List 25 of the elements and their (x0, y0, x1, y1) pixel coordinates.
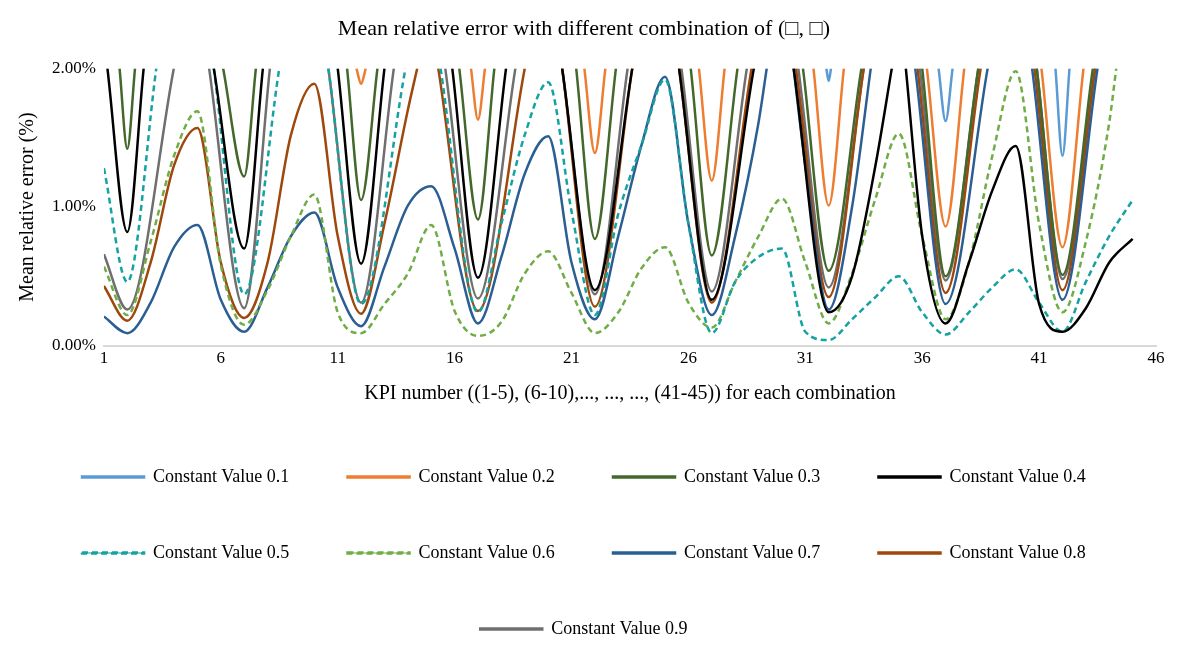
chart-title: Mean relative error with different combination of (□, □) (337, 14, 831, 40)
x-tick-label: 6 (216, 348, 226, 368)
legend-label: Constant Value 0.9 (551, 617, 688, 638)
legend-label: Constant Value 0.4 (949, 465, 1086, 486)
y-tick-label: 2.00% (51, 57, 96, 77)
legend-label: Constant Value 0.5 (153, 541, 290, 562)
x-tick-label: 16 (446, 348, 464, 368)
x-tick-label: 21 (563, 348, 581, 368)
x-axis-title: KPI number ((1-5), (6-10),..., ..., ..., (41-45)) for each combination (364, 381, 896, 405)
legend-label: Constant Value 0.3 (684, 465, 821, 486)
legend-label: Constant Value 0.8 (949, 541, 1086, 562)
x-tick-label: 46 (1147, 348, 1165, 368)
y-axis-title: Mean relative error (%) (15, 112, 39, 302)
x-tick-label: 31 (796, 348, 814, 368)
y-tick-label: 0.00% (51, 335, 96, 355)
x-tick-label: 26 (679, 348, 697, 368)
x-tick-label: 36 (913, 348, 931, 368)
legend-label: Constant Value 0.6 (418, 541, 555, 562)
y-tick-label: 1.00% (51, 196, 96, 216)
legend-label: Constant Value 0.2 (418, 465, 555, 486)
x-tick-label: 1 (99, 348, 109, 368)
legend-label: Constant Value 0.1 (153, 465, 290, 486)
x-tick-label: 41 (1030, 348, 1048, 368)
x-tick-label: 11 (329, 348, 346, 368)
legend-label: Constant Value 0.7 (684, 541, 821, 562)
